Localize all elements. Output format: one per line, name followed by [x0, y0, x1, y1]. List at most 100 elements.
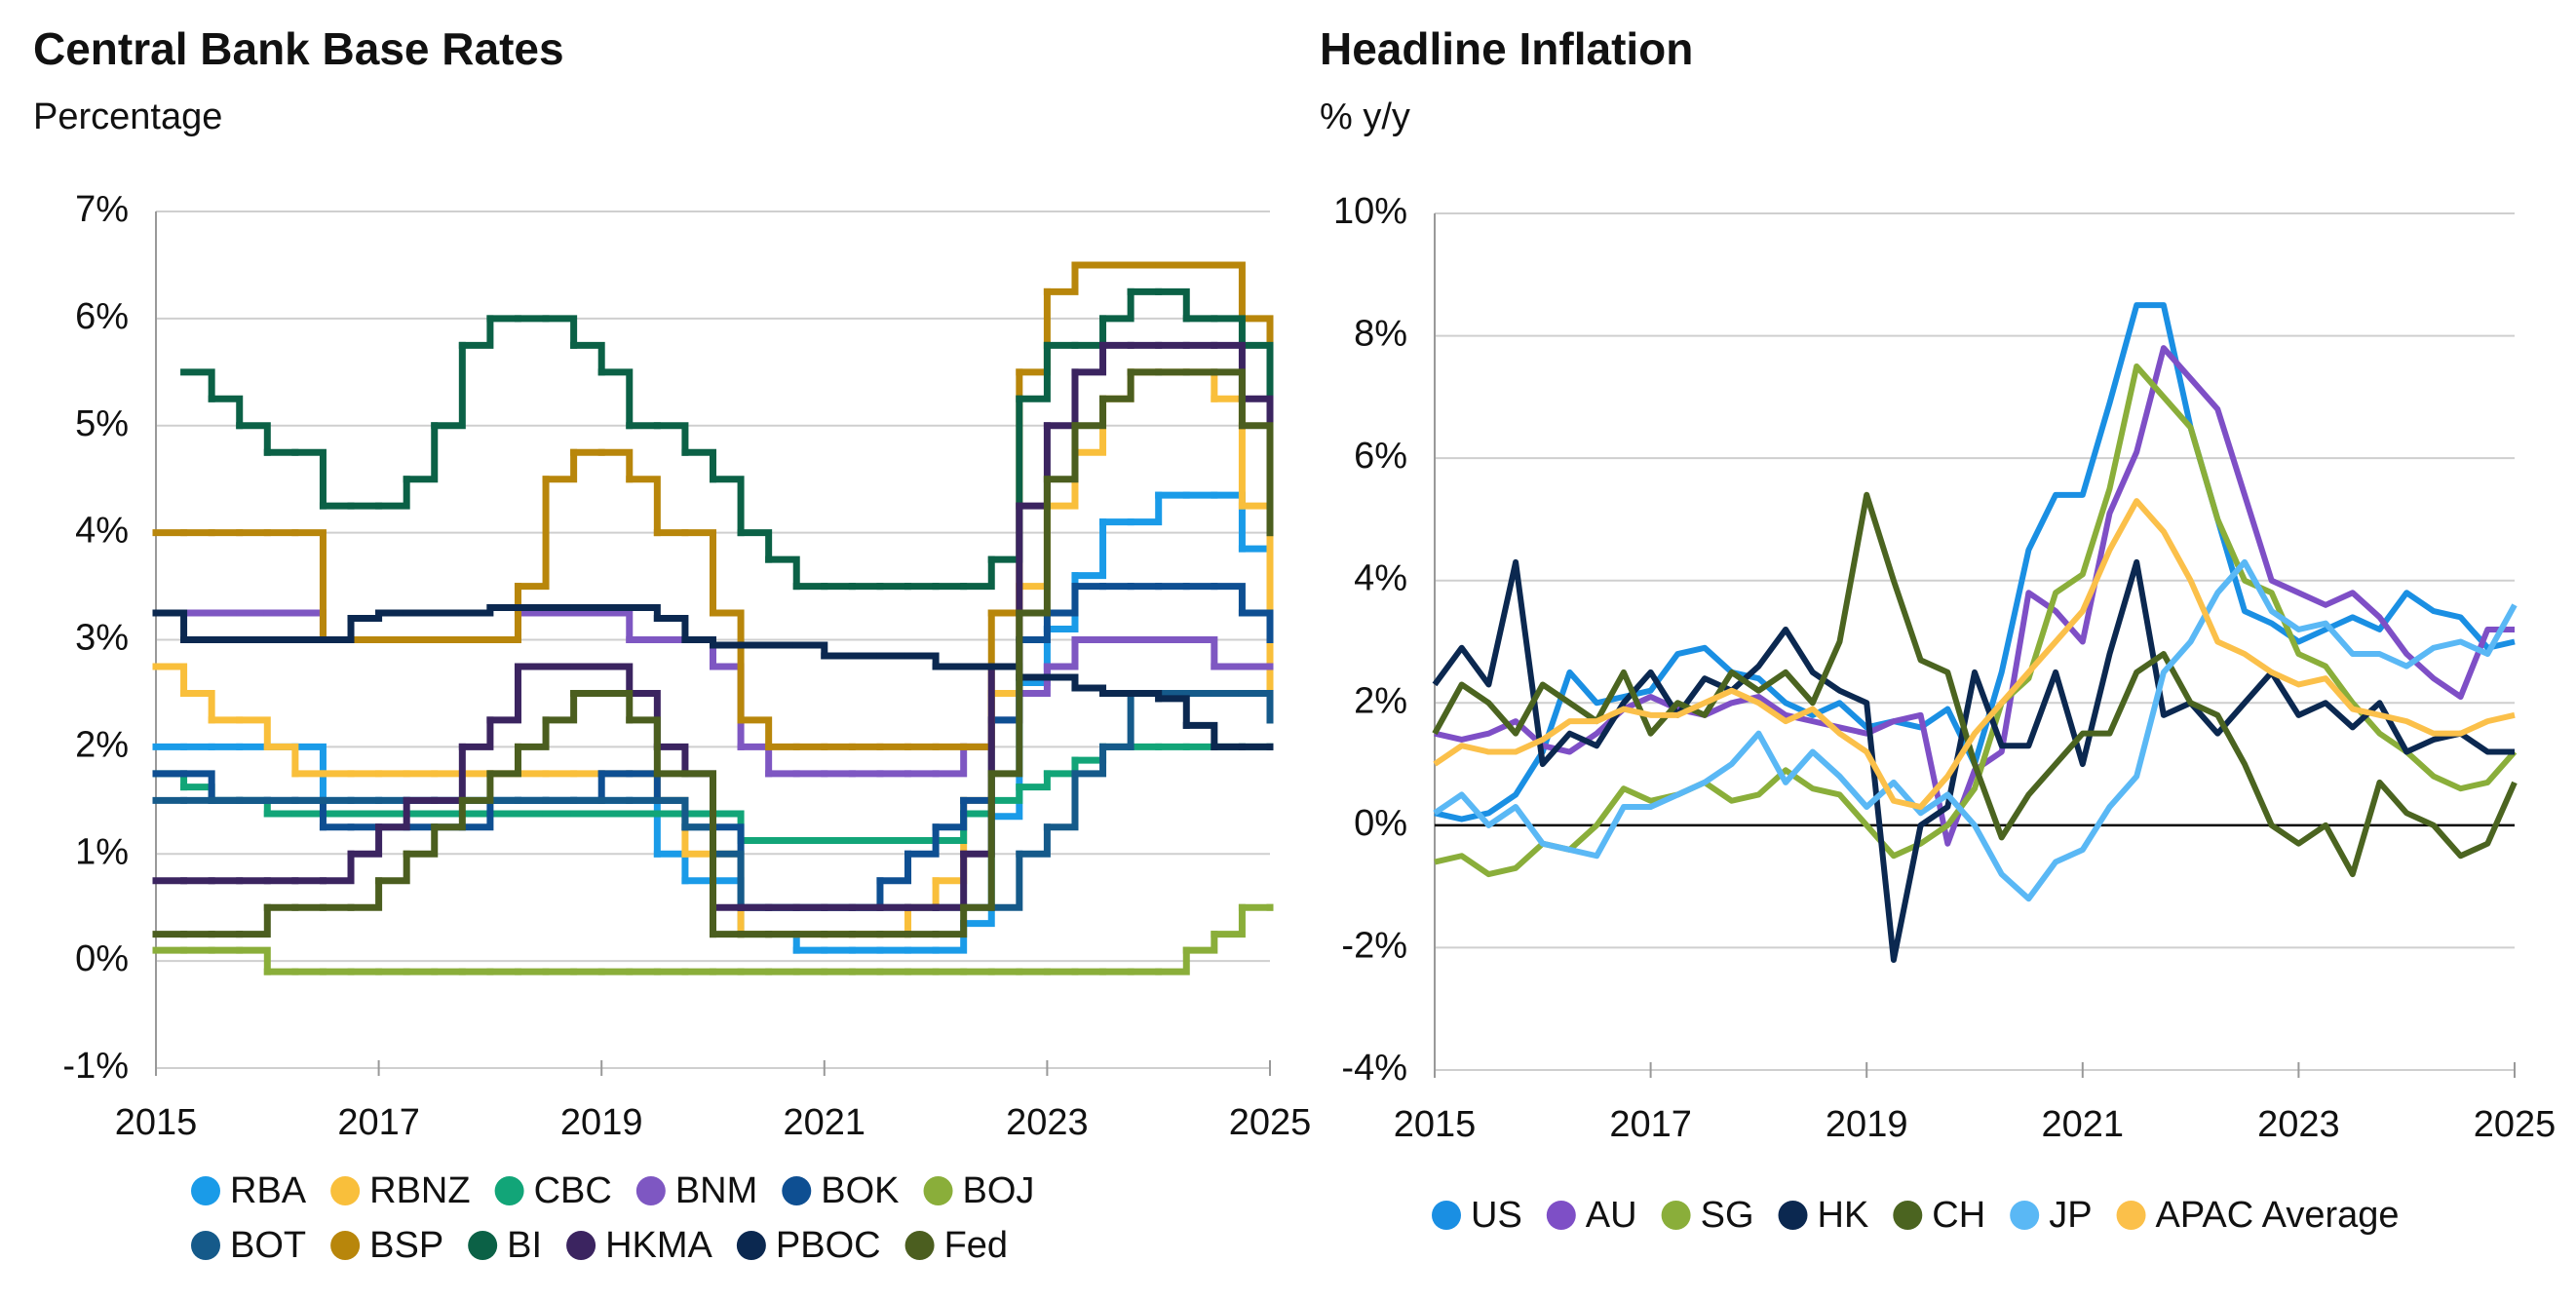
- rate-step: [626, 796, 661, 858]
- rate-step: [319, 615, 355, 643]
- series-line: [1434, 363, 2518, 878]
- y-tick-label: 2%: [75, 724, 129, 765]
- legend-label: SG: [1701, 1195, 1754, 1236]
- rate-step: [1211, 395, 1246, 510]
- y-tick-label: 10%: [1333, 191, 1407, 232]
- rate-step: [987, 678, 1023, 821]
- rate-step: [1155, 695, 1190, 729]
- x-tick-label: 2019: [560, 1102, 643, 1143]
- rate-step: [932, 796, 968, 831]
- rate-step: [1099, 368, 1134, 402]
- legend-label: CBC: [534, 1170, 612, 1211]
- legend-label: JP: [2049, 1195, 2092, 1236]
- rate-step: [375, 850, 410, 885]
- rate-step: [987, 784, 1023, 804]
- rate-step: [1071, 395, 1107, 430]
- x-tick-label: 2025: [1229, 1102, 1312, 1143]
- rate-step: [403, 823, 439, 858]
- legend-swatch: [2116, 1201, 2146, 1230]
- rate-step: [681, 448, 716, 483]
- rate-step: [570, 341, 605, 376]
- rate-step: [1127, 491, 1163, 526]
- y-tick-label: -2%: [1341, 925, 1407, 966]
- rate-step: [1211, 368, 1246, 430]
- legend-swatch: [1661, 1201, 1691, 1230]
- rate-step: [765, 555, 800, 591]
- rate-step: [1182, 931, 1218, 954]
- rate-step: [1182, 721, 1218, 750]
- rate-step: [180, 770, 215, 804]
- rate-step: [710, 476, 745, 537]
- rate-step: [347, 877, 383, 911]
- rate-step: [291, 609, 327, 643]
- rate-step: [1071, 315, 1107, 349]
- rate-step: [987, 663, 1023, 681]
- rate-step: [486, 609, 521, 643]
- rate-step: [1043, 636, 1079, 670]
- legend-swatch: [782, 1176, 812, 1205]
- y-tick-label: -4%: [1341, 1048, 1407, 1089]
- chart-title: Headline Inflation: [1320, 23, 1693, 74]
- rate-step: [681, 636, 716, 670]
- x-tick-label: 2015: [115, 1102, 198, 1143]
- rate-step: [1099, 287, 1134, 323]
- rate-step: [236, 716, 271, 750]
- rate-step: [1016, 341, 1051, 402]
- rate-step: [1043, 583, 1079, 617]
- x-tick-label: 2021: [784, 1102, 866, 1143]
- legend-swatch: [468, 1231, 498, 1260]
- rate-step: [710, 609, 745, 724]
- y-tick-label: 5%: [75, 403, 129, 444]
- rate-step: [1043, 756, 1079, 778]
- rate-step: [681, 529, 716, 617]
- rate-step: [458, 796, 494, 831]
- rate-step: [653, 850, 689, 885]
- rate-step: [626, 770, 661, 804]
- rate-step: [458, 315, 494, 349]
- rate-step: [291, 743, 327, 804]
- rate-step: [1016, 502, 1051, 591]
- rate-step: [1043, 368, 1079, 430]
- rate-step: [737, 716, 773, 750]
- rate-step: [375, 796, 410, 831]
- rate-step: [431, 796, 466, 831]
- rate-step: [1071, 743, 1107, 778]
- rate-step: [653, 796, 689, 858]
- y-tick-label: 4%: [75, 511, 129, 552]
- rate-step: [904, 823, 940, 858]
- x-tick-label: 2021: [2042, 1104, 2125, 1145]
- rate-step: [710, 850, 745, 911]
- rate-step: [987, 502, 1023, 670]
- rate-step: [1071, 518, 1107, 580]
- legend-label: AU: [1586, 1195, 1637, 1236]
- legend-swatch: [904, 1231, 935, 1260]
- rate-step: [236, 422, 271, 456]
- rate-step: [1016, 476, 1051, 617]
- rate-step: [236, 903, 271, 938]
- legend-swatch: [1893, 1201, 1923, 1230]
- legend-label: BNM: [675, 1170, 757, 1211]
- rate-step: [375, 476, 410, 510]
- y-tick-label: 8%: [1354, 314, 1407, 355]
- rate-step: [152, 609, 188, 643]
- rate-step: [597, 368, 634, 430]
- rate-step: [904, 877, 940, 911]
- rate-step: [987, 368, 1023, 617]
- rate-step: [597, 663, 634, 697]
- legend-swatch: [330, 1176, 361, 1205]
- rate-step: [737, 529, 773, 563]
- legend-label: RBNZ: [369, 1170, 470, 1211]
- rate-step: [1211, 315, 1246, 349]
- rate-step: [1016, 422, 1051, 510]
- y-tick-label: 2%: [1354, 680, 1407, 721]
- rate-step: [904, 652, 940, 670]
- rate-step: [1016, 609, 1051, 643]
- rate-step: [681, 823, 716, 858]
- rate-step: [960, 716, 995, 804]
- rate-step: [626, 770, 661, 804]
- rate-step: [960, 716, 995, 750]
- y-tick-label: 0%: [75, 938, 129, 979]
- rate-step: [1043, 572, 1079, 633]
- series-line: [1432, 558, 2515, 963]
